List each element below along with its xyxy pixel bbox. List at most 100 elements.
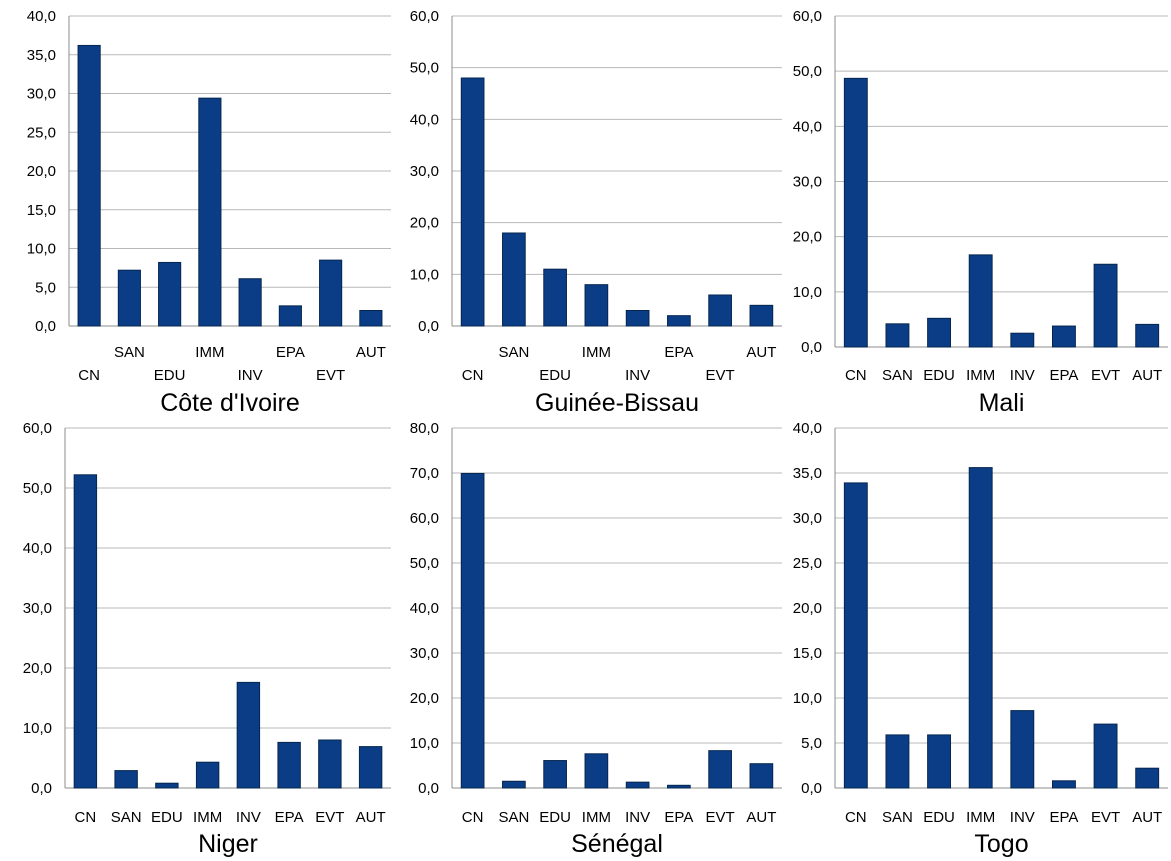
- x-tick-label: AUT: [1132, 367, 1162, 384]
- bar-epa: [667, 784, 691, 789]
- chart-title: Côte d'Ivoire: [160, 389, 300, 417]
- y-tick-label: 50,0: [793, 63, 822, 80]
- y-tick-label: 35,0: [27, 47, 56, 64]
- x-tick-label: SAN: [882, 809, 913, 826]
- x-tick-label: INV: [625, 367, 650, 384]
- chart-title: Sénégal: [571, 830, 663, 858]
- y-tick-label: 20,0: [410, 690, 439, 707]
- y-tick-label: 40,0: [793, 118, 822, 135]
- x-tick-label: AUT: [746, 809, 776, 826]
- y-tick-label: 60,0: [23, 420, 52, 437]
- x-tick-label: CN: [845, 809, 867, 826]
- x-tick-label: AUT: [356, 809, 386, 826]
- bar-san: [502, 232, 526, 327]
- y-tick-label: 40,0: [410, 111, 439, 128]
- bar-imm: [584, 284, 609, 327]
- bar-cn: [73, 474, 98, 789]
- y-tick-label: 0,0: [31, 780, 52, 797]
- bar-evt: [318, 739, 342, 789]
- x-tick-label: EVT: [1091, 367, 1120, 384]
- x-tick-label: INV: [1010, 367, 1035, 384]
- y-tick-label: 10,0: [27, 241, 56, 258]
- y-tick-label: 30,0: [410, 645, 439, 662]
- bar-evt: [319, 259, 343, 327]
- bar-imm: [584, 753, 609, 789]
- x-tick-label: CN: [845, 367, 867, 384]
- x-tick-label: IMM: [966, 367, 995, 384]
- y-tick-label: 30,0: [793, 174, 822, 191]
- chart-panel: 0,0 5,0 10,0 15,0 20,0 25,0 30,0 35,0 40,0 CN SAN E…: [27, 8, 391, 417]
- y-tick-label: 10,0: [23, 720, 52, 737]
- bar-inv: [238, 278, 262, 327]
- bar-edu: [927, 317, 952, 348]
- chart-title: Niger: [198, 830, 258, 858]
- x-tick-label: SAN: [882, 367, 913, 384]
- bar-aut: [749, 304, 774, 327]
- x-tick-label: CN: [462, 367, 484, 384]
- x-tick-label: EPA: [664, 809, 693, 826]
- x-tick-label: IMM: [966, 809, 995, 826]
- bar-inv: [625, 310, 650, 327]
- chart-panel: 0,0 10,0 20,0 30,0 40,0 50,0 60,0 CN SAN EDU IMM IN…: [23, 420, 391, 858]
- bar-epa: [667, 315, 691, 327]
- x-tick-label: IMM: [193, 809, 222, 826]
- bar-edu: [543, 268, 567, 327]
- bar-cn: [460, 77, 485, 327]
- x-tick-label: EPA: [1049, 809, 1078, 826]
- y-tick-label: 20,0: [793, 600, 822, 617]
- y-tick-label: 0,0: [801, 339, 822, 356]
- chart-title: Togo: [974, 830, 1028, 858]
- x-tick-label: INV: [238, 367, 263, 384]
- x-tick-label: IMM: [195, 344, 224, 361]
- y-tick-label: 15,0: [793, 645, 822, 662]
- bar-aut: [359, 310, 383, 327]
- y-tick-label: 20,0: [23, 660, 52, 677]
- chart-panel: 0,0 10,0 20,0 30,0 40,0 50,0 60,0 CN SAN EDU IMM IN…: [410, 8, 782, 417]
- x-tick-label: EVT: [1091, 809, 1120, 826]
- bar-aut: [749, 763, 774, 789]
- x-tick-label: IMM: [582, 809, 611, 826]
- bar-imm: [968, 467, 993, 789]
- chart-panel: 0,0 10,0 20,0 30,0 40,0 50,0 60,0 CN SAN EDU IMM IN…: [793, 8, 1168, 417]
- x-tick-label: INV: [1010, 809, 1035, 826]
- bar-edu: [927, 734, 952, 789]
- y-tick-label: 50,0: [23, 480, 52, 497]
- bar-cn: [460, 472, 485, 789]
- y-tick-label: 60,0: [410, 8, 439, 25]
- bar-san: [114, 770, 138, 789]
- bar-inv: [1010, 332, 1035, 348]
- x-tick-label: EVT: [706, 809, 735, 826]
- y-tick-label: 10,0: [793, 690, 822, 707]
- bar-san: [117, 269, 141, 327]
- x-tick-label: SAN: [111, 809, 142, 826]
- bar-san: [502, 780, 526, 789]
- x-tick-label: SAN: [114, 344, 145, 361]
- x-tick-label: EPA: [276, 344, 305, 361]
- y-tick-label: 0,0: [418, 780, 439, 797]
- bar-edu: [543, 760, 567, 789]
- chart-title: Guinée-Bissau: [535, 389, 699, 417]
- x-tick-label: EVT: [315, 809, 344, 826]
- y-tick-label: 0,0: [35, 318, 56, 335]
- y-tick-label: 30,0: [23, 600, 52, 617]
- y-tick-label: 30,0: [410, 163, 439, 180]
- y-tick-label: 0,0: [418, 318, 439, 335]
- bar-cn: [77, 44, 101, 327]
- bar-inv: [1010, 710, 1035, 789]
- y-tick-label: 50,0: [410, 555, 439, 572]
- x-tick-label: EDU: [923, 367, 955, 384]
- y-tick-label: 10,0: [410, 266, 439, 283]
- y-tick-label: 60,0: [410, 510, 439, 527]
- bar-imm: [968, 254, 993, 348]
- x-tick-label: AUT: [1132, 809, 1162, 826]
- bar-edu: [158, 261, 182, 327]
- x-tick-label: AUT: [356, 344, 386, 361]
- bar-cn: [843, 77, 868, 348]
- y-tick-label: 0,0: [801, 780, 822, 797]
- bar-inv: [236, 681, 261, 789]
- x-tick-label: CN: [462, 809, 484, 826]
- x-tick-label: EPA: [1049, 367, 1078, 384]
- x-tick-label: AUT: [746, 344, 776, 361]
- x-tick-label: EDU: [923, 809, 955, 826]
